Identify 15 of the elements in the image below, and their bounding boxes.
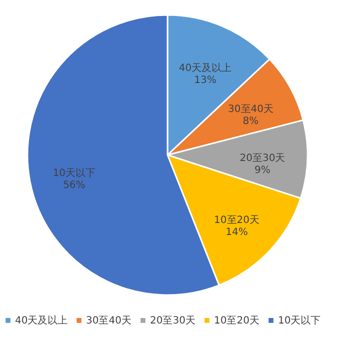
- slice-label: 40天及以上: [178, 62, 232, 74]
- data-label: 9%: [254, 164, 270, 176]
- legend-label: 20至30天: [150, 315, 196, 326]
- slice-label: 10至20天: [214, 215, 260, 226]
- slice-label: 30至40天: [228, 104, 274, 116]
- legend-label: 10天以下: [278, 314, 321, 326]
- legend-label: 40天及以上: [15, 314, 68, 326]
- data-label: 56%: [63, 180, 86, 191]
- data-label: 8%: [242, 116, 259, 128]
- slice-label: 20至30天: [240, 152, 286, 164]
- legend-label: 30至40天: [86, 315, 132, 326]
- slice-label: 10天以下: [52, 166, 96, 179]
- data-label: 13%: [194, 74, 216, 86]
- legend-label: 10至20天: [214, 315, 260, 326]
- data-label: 14%: [226, 227, 248, 238]
